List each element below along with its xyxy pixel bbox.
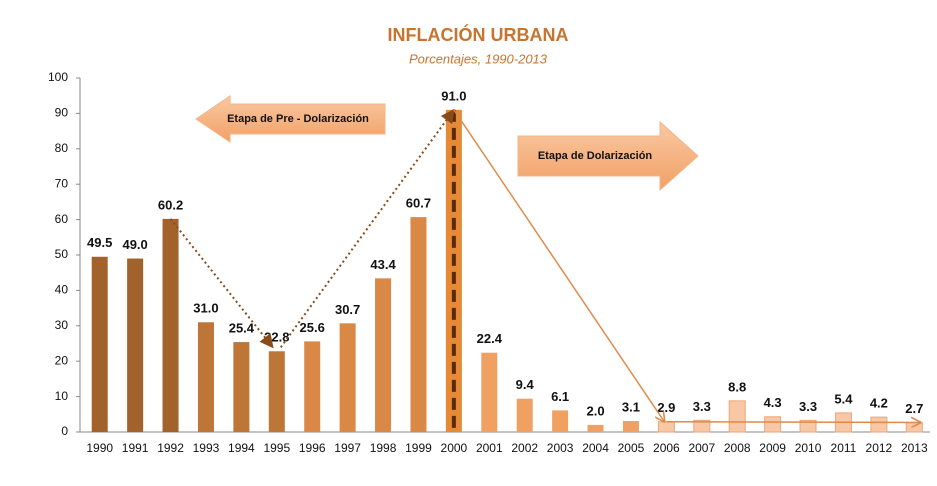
value-label: 3.3 — [693, 399, 711, 414]
y-tick-label: 80 — [55, 141, 69, 155]
x-tick-label: 1993 — [193, 441, 220, 455]
x-tick-label: 1994 — [228, 441, 255, 455]
bar — [91, 256, 108, 432]
x-tick-label: 1990 — [86, 441, 113, 455]
bar — [304, 341, 321, 432]
y-tick-label: 10 — [55, 389, 69, 403]
arrow-shape — [195, 95, 386, 143]
bar — [445, 109, 462, 433]
bar — [622, 421, 639, 432]
x-tick-label: 2002 — [511, 441, 538, 455]
bar — [905, 421, 923, 433]
value-label: 3.3 — [799, 399, 817, 414]
x-tick-label: 2006 — [653, 441, 680, 455]
x-tick-label: 2003 — [547, 441, 574, 455]
y-tick-label: 60 — [55, 212, 69, 226]
y-tick-label: 40 — [55, 283, 69, 297]
x-tick-label: 1997 — [334, 441, 361, 455]
value-label: 2.9 — [657, 400, 675, 415]
trend-arrow — [169, 218, 274, 349]
bar — [693, 419, 711, 433]
value-label: 22.4 — [477, 331, 503, 346]
x-tick-label: 2007 — [688, 441, 715, 455]
x-tick-label: 2005 — [618, 441, 645, 455]
value-label: 9.4 — [516, 377, 535, 392]
arrow-shape — [517, 120, 699, 192]
bar — [375, 278, 392, 432]
x-tick-label: 1995 — [263, 441, 290, 455]
value-label: 6.1 — [551, 389, 569, 404]
trend-arrow — [666, 422, 920, 423]
bar — [268, 351, 285, 432]
x-tick-label: 2009 — [759, 441, 786, 455]
x-tick-label: 1992 — [157, 441, 184, 455]
y-tick-label: 90 — [55, 106, 69, 120]
value-label: 31.0 — [193, 301, 218, 316]
bar — [587, 424, 604, 432]
value-label: 49.0 — [122, 237, 147, 252]
bar — [764, 416, 782, 433]
y-tick-label: 30 — [55, 318, 69, 332]
value-label: 25.4 — [229, 321, 255, 336]
x-tick-label: 2008 — [724, 441, 751, 455]
value-label: 60.2 — [158, 197, 183, 212]
x-tick-label: 1999 — [405, 441, 432, 455]
value-label: 5.4 — [834, 391, 853, 406]
x-tick-label: 1991 — [122, 441, 149, 455]
x-tick-label: 1998 — [370, 441, 397, 455]
annotation: Etapa de Pre - Dolarización — [227, 113, 369, 125]
chart-title: INFLACIÓN URBANA — [388, 24, 569, 45]
bar — [410, 217, 427, 432]
x-tick-label: 2013 — [901, 441, 928, 455]
value-label: 4.3 — [764, 395, 782, 410]
bar — [728, 400, 746, 433]
value-label: 43.4 — [370, 257, 396, 272]
bar — [657, 421, 675, 433]
bar — [162, 218, 179, 432]
bar — [233, 342, 250, 432]
annotation: Etapa de Dolarización — [538, 150, 653, 162]
bar — [516, 398, 533, 432]
value-label: 22.8 — [264, 330, 289, 345]
value-label: 2.7 — [905, 401, 923, 416]
x-tick-label: 1996 — [299, 441, 326, 455]
bar — [799, 419, 817, 433]
trend-arrow — [453, 109, 665, 422]
y-tick-label: 50 — [55, 247, 69, 261]
x-tick-label: 2000 — [441, 441, 468, 455]
x-tick-label: 2010 — [795, 441, 822, 455]
y-tick-label: 70 — [55, 176, 69, 190]
bar — [870, 416, 888, 433]
x-tick-label: 2011 — [831, 441, 857, 455]
y-tick-label: 20 — [55, 353, 69, 367]
x-tick-label: 2004 — [582, 441, 609, 455]
value-label: 4.2 — [870, 396, 888, 411]
value-label: 60.7 — [406, 196, 431, 211]
value-label: 2.0 — [587, 403, 605, 418]
value-label: 91.0 — [441, 88, 466, 103]
value-label: 8.8 — [728, 379, 746, 394]
y-tick-label: 100 — [48, 70, 68, 84]
bar — [552, 410, 569, 432]
value-label: 30.7 — [335, 302, 360, 317]
y-tick-label: 0 — [61, 424, 68, 438]
x-tick-label: 2012 — [866, 441, 893, 455]
trend-arrow — [279, 108, 455, 348]
chart-subtitle: Porcentajes, 1990-2013 — [409, 51, 548, 66]
bar — [481, 352, 498, 432]
value-label: 49.5 — [87, 235, 112, 250]
bar — [197, 322, 214, 432]
x-tick-label: 2001 — [476, 441, 503, 455]
value-label: 25.6 — [300, 320, 325, 335]
bar — [339, 323, 356, 432]
value-label: 3.1 — [622, 399, 640, 414]
bar — [127, 258, 144, 432]
